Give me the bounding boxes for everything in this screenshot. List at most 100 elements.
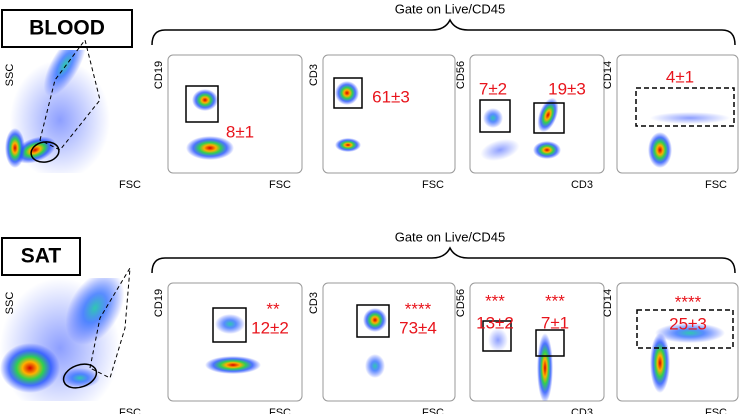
plot-panel: CD3 FSC 61±3 [308,54,456,191]
plot-panel: CD14 FSC **** 25±3 [602,282,739,414]
sample-box [1,237,81,276]
annotation: *** [545,291,565,310]
gate-rect [185,85,219,123]
density [335,81,361,152]
gate-oval [30,141,60,163]
y-axis-label: CD3 [308,292,320,314]
gate-dashed [89,267,131,379]
y-axis-label: CD19 [153,289,165,317]
plot-frame [322,282,456,402]
density-blob [5,128,25,168]
density-blob [335,138,361,152]
gate-label: Gate on Live/CD45 [395,229,506,244]
gate-label: Gate on Live/CD45 [395,1,506,16]
annotation: 61±3 [372,87,410,106]
gate-rect [356,304,390,338]
plot-panel: CD19 FSC **12±2 [153,282,303,414]
density [205,314,261,374]
plot-frame [322,54,456,174]
gate-rect [636,309,734,349]
x-axis-label: FSC [119,179,141,191]
gate-rect [482,320,512,352]
annotation: ** [266,299,280,318]
density-blob [533,141,561,159]
density-blob [648,132,672,168]
annotation: 7±2 [479,79,507,98]
plot-panel: CD56 CD3 *** 13±2 *** 7±1 [455,282,605,414]
x-axis-label: CD3 [571,407,593,414]
y-axis-label: SSC [4,64,16,87]
x-axis-label: CD3 [571,179,593,191]
plot-panel: CD19 FSC 8±1 [153,54,303,191]
density-blob [0,343,60,393]
density-blob [215,314,245,334]
y-axis-label: SSC [4,292,16,315]
gate-rect [333,77,363,109]
y-axis-label: CD3 [308,64,320,86]
density [488,328,553,401]
annotation: 4±1 [666,67,694,86]
density-blob [192,89,218,111]
annotation: **** [675,292,702,311]
annotation: *** [485,291,505,310]
gate-dashed [39,38,101,151]
y-axis-label: CD14 [602,61,614,89]
plot-panel: CD14 FSC 4±1 [602,54,739,191]
density-blob [650,333,670,393]
brace [151,246,736,274]
x-axis-label: FSC [705,407,727,414]
sample-box [1,9,133,48]
annotation: 13±2 [476,313,514,332]
annotation: 12±2 [251,318,289,337]
y-axis-label: CD56 [455,61,467,89]
plot-frame [469,282,605,402]
density-blob [480,139,520,161]
density [648,112,730,168]
density-blob [488,328,508,352]
gate-rect [535,329,565,357]
x-axis-label: FSC [422,179,444,191]
annotation: **** [405,299,432,318]
y-axis-label: CD14 [602,289,614,317]
density [0,278,125,401]
density [186,89,234,160]
density-blob [483,108,503,128]
x-axis-label: FSC [269,179,291,191]
annotation: 19±3 [548,79,586,98]
gate-rect [533,102,565,134]
gate-rect [479,99,511,133]
brace [151,18,736,46]
sample-label: SAT [21,245,62,268]
density-blob [363,308,387,332]
x-axis-label: FSC [422,407,444,414]
annotation: 25±3 [669,314,707,333]
density-blob [365,354,385,378]
density-blob [537,333,553,401]
density [5,50,110,173]
y-axis-label: CD19 [153,61,165,89]
gate-oval [62,363,98,389]
plot-frame [167,54,303,174]
plot-panel: CD56 CD3 7±2 19±3 [455,54,605,191]
density-blob [205,356,261,374]
plot-panel: CD3 FSC ****73±4 [308,282,456,414]
density-blob [650,112,730,124]
density-blob [335,81,359,105]
density [363,308,387,378]
y-axis-label: CD56 [455,289,467,317]
annotation: 8±1 [226,122,254,141]
density-blob [537,97,559,133]
sample-label: BLOOD [29,17,105,40]
plot-panel: SSC FSC [4,38,141,191]
annotation: 7±1 [541,313,569,332]
density [480,97,561,161]
density-blob [655,323,725,343]
x-axis-label: FSC [269,407,291,414]
x-axis-label: FSC [705,179,727,191]
gate-rect [212,307,247,343]
gate-rect [635,87,735,127]
density-blob [65,278,125,345]
